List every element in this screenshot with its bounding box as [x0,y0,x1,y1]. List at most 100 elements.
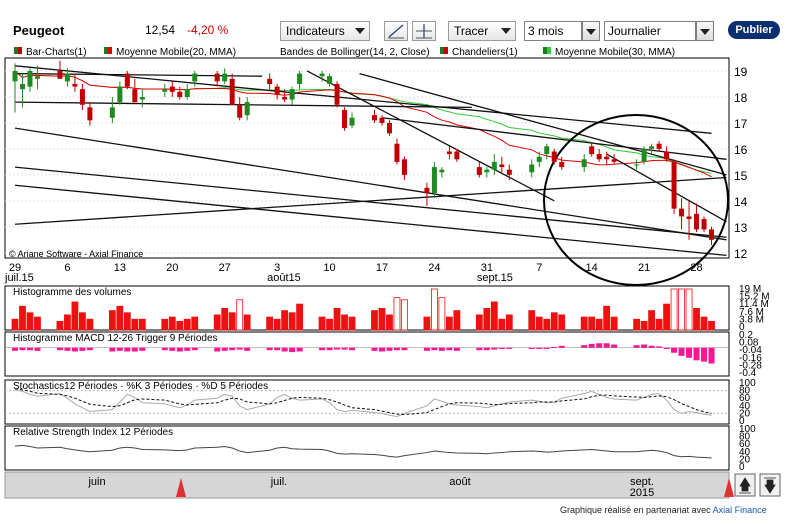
indicators-dropdown[interactable]: Indicateurs [280,21,370,41]
legend-item: Moyenne Mobile(30, MMA) [543,47,675,58]
linear-scale-button[interactable] [384,21,408,41]
macd-bar [266,347,273,351]
candle-body [439,169,445,173]
volume-bar [348,316,356,331]
price-panel[interactable]: 12 13 14 15 16 17 18 19 © Ariane Software - Axia… [4,57,748,286]
volume-bar [318,316,326,331]
macd-bar [124,347,131,352]
macd-bar [588,343,595,348]
interval-select-arrow[interactable] [696,21,714,41]
macd-bar [244,347,251,351]
volume-bar [423,316,431,331]
candle-body [342,109,348,129]
volume-bar [438,297,446,331]
volume-bar [243,314,251,331]
macd-bar [678,347,685,356]
macd-bar [334,347,341,350]
candle [506,164,512,181]
panel-area [4,331,730,377]
macd-bar [386,347,393,351]
candle [641,146,647,165]
footer-credit-link[interactable]: Axial Finance [712,505,767,515]
macd-bar [543,347,550,349]
volume-bar [640,320,648,331]
volume-bar [595,318,603,331]
panel-tick-label: 0 [739,462,745,473]
volume-bar [56,320,64,331]
interval-select[interactable]: Journalier [604,21,696,41]
candle [476,161,482,178]
macd-bar [34,347,41,351]
volume-bar [34,316,41,331]
candle [664,146,670,162]
candle [334,81,340,108]
candle [162,83,168,97]
candle-body [379,117,385,123]
candle-body [544,146,550,155]
period-select[interactable]: 3 mois [524,21,582,41]
footer-credit: Graphique réalisé en partenariat avec Ax… [560,505,767,515]
candle [184,83,190,100]
candle-body [34,76,40,79]
stock-chart: Bar-Charts(1) Moyenne Mobile(20, MMA) Band… [4,47,781,499]
legend-swatch [18,47,22,54]
legend-swatch [543,47,547,54]
candle [656,141,662,152]
price-tick-label: 18 [734,91,748,105]
volume-bar [131,318,139,331]
draw-label: Tracer [454,24,489,38]
candle [282,89,288,103]
volume-bar [483,308,491,331]
macd-bar [476,347,483,351]
candle [371,109,377,123]
volume-bar [685,288,693,331]
macd-bar [528,347,535,349]
candle-body [274,86,280,95]
volume-bar [535,316,543,331]
stoch-k-line [14,389,712,417]
candle-body [551,151,557,162]
volume-bar [498,318,506,331]
candle-body [117,86,123,103]
publish-button[interactable]: Publier [728,21,780,39]
volume-bar [281,310,289,331]
panel-tick-label: 40 [739,447,751,458]
volume-bar [341,314,348,331]
legend-swatch [104,47,108,54]
candle [12,63,18,113]
stochastics-panel[interactable]: Stochastics12 Périodes · %K 3 Périodes ·… [4,378,756,427]
draw-dropdown[interactable]: Tracer [448,21,516,41]
candle-body [641,148,647,162]
scroll-down-icon [764,477,776,494]
navigator-scrollbar[interactable]: juin juil. août sept.2015 [4,471,781,499]
candle-body [401,159,407,175]
macd-bar [79,347,86,351]
volume-bar [236,299,244,331]
volume-panel[interactable]: Histogramme des volumes 19 M15.2 M11.4 M7… [4,284,770,333]
macd-bar [686,347,693,358]
indicators-label: Indicateurs [286,24,345,38]
candle-body [72,83,78,87]
trend-line [14,65,712,134]
candle [431,161,437,199]
candle-body [64,73,70,82]
period-select-arrow[interactable] [582,21,600,41]
rsi-panel[interactable]: Relative Strength Index 12 Périodes 10080… [4,424,756,473]
candle [559,156,565,170]
x-tick-label: 20 [166,262,178,274]
macd-bar [64,347,71,351]
candle-body [169,86,175,92]
macd-bar [671,347,678,353]
candle-body [222,73,228,82]
macd-panel[interactable]: Histogramme MACD 12-26 Trigger 9 Période… [4,330,762,379]
price-tick-label: 16 [734,143,748,157]
x-tick-label: 13 [114,262,126,274]
panel-tick-label: 15.2 M [739,292,770,303]
candle-body [349,117,355,126]
macd-bar [483,347,490,351]
candle [327,73,333,87]
x-tick-label: 10 [323,262,335,274]
volume-bar [490,301,498,331]
candle-body [12,70,18,82]
log-scale-button[interactable] [412,21,436,41]
